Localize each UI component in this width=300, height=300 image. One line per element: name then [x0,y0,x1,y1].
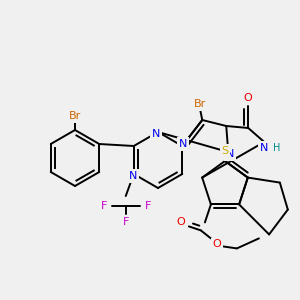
Text: O: O [176,218,185,227]
Text: O: O [212,239,221,249]
Text: N: N [179,139,188,149]
Text: N: N [260,143,269,153]
Text: Br: Br [69,111,81,121]
Text: N: N [226,149,234,159]
Text: S: S [221,146,229,156]
Text: F: F [123,217,129,227]
Text: O: O [244,93,253,103]
Text: N: N [129,171,137,181]
Text: Br: Br [194,99,206,109]
Text: F: F [100,201,107,211]
Text: H: H [273,143,280,153]
Text: N: N [152,129,160,139]
Text: F: F [145,201,151,211]
